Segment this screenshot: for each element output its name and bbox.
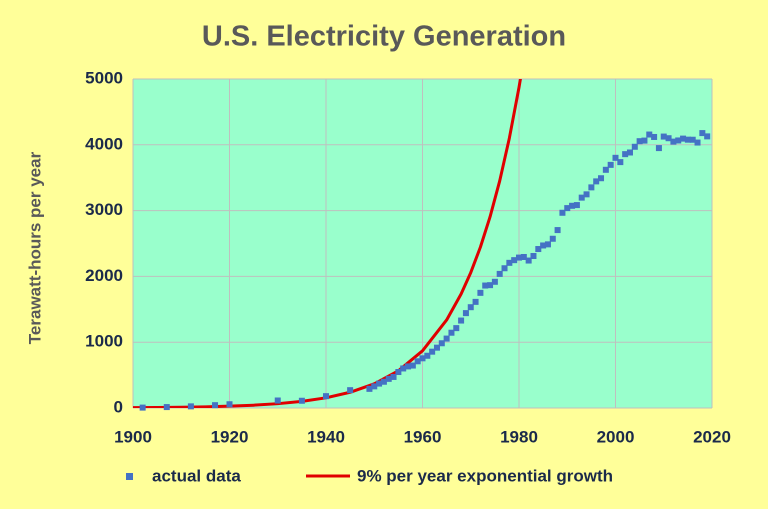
data-point xyxy=(544,241,551,248)
y-tick-label: 5000 xyxy=(85,68,123,87)
data-point xyxy=(699,130,706,137)
legend-marker xyxy=(126,473,133,480)
data-point xyxy=(453,325,460,332)
data-point xyxy=(298,397,305,404)
data-point xyxy=(540,242,547,249)
x-tick-label: 1960 xyxy=(404,427,442,446)
data-point xyxy=(482,282,489,289)
data-point xyxy=(443,335,450,342)
data-point xyxy=(573,202,580,209)
data-point xyxy=(651,133,658,140)
data-point xyxy=(646,131,653,138)
y-axis-label: Terawatt-hours per year xyxy=(25,151,44,344)
data-point xyxy=(380,378,387,385)
data-point xyxy=(520,253,527,260)
legend-label: 9% per year exponential growth xyxy=(357,466,613,485)
data-point xyxy=(226,401,233,408)
data-point xyxy=(347,387,354,394)
data-point xyxy=(477,289,484,296)
data-point xyxy=(525,257,532,264)
data-point xyxy=(516,254,522,261)
y-tick-label: 0 xyxy=(114,397,123,416)
data-point xyxy=(424,352,431,359)
data-point xyxy=(323,393,329,400)
data-point xyxy=(675,137,682,144)
y-tick-label: 4000 xyxy=(85,134,123,153)
data-point xyxy=(429,348,436,355)
data-point xyxy=(598,175,605,182)
data-point xyxy=(704,133,711,140)
data-point xyxy=(419,355,426,362)
data-point xyxy=(433,344,440,351)
data-point xyxy=(409,362,416,369)
data-point xyxy=(462,310,469,317)
data-point xyxy=(535,246,542,253)
data-point xyxy=(622,151,629,158)
x-tick-label: 1920 xyxy=(211,427,249,446)
x-tick-label: 1980 xyxy=(500,427,538,446)
legend-label: actual data xyxy=(152,466,241,485)
data-point xyxy=(458,317,465,324)
data-point xyxy=(607,161,614,168)
data-point xyxy=(472,298,479,305)
data-point xyxy=(631,143,638,150)
chart-title: U.S. Electricity Generation xyxy=(202,21,566,53)
data-point xyxy=(670,138,677,145)
data-point xyxy=(501,265,508,272)
data-point xyxy=(506,259,513,266)
data-point xyxy=(274,397,281,404)
data-point xyxy=(395,369,402,376)
data-point xyxy=(554,227,561,234)
data-point xyxy=(559,209,566,216)
data-point xyxy=(641,137,648,144)
data-point xyxy=(569,202,576,209)
data-point xyxy=(665,135,672,142)
data-point xyxy=(578,194,585,201)
data-point xyxy=(684,136,691,143)
data-point xyxy=(612,154,619,161)
data-point xyxy=(438,340,445,347)
data-point xyxy=(530,253,537,260)
data-point xyxy=(366,385,373,392)
data-point xyxy=(655,145,662,152)
y-tick-label: 2000 xyxy=(85,266,123,285)
data-point xyxy=(163,404,170,411)
data-point xyxy=(660,133,667,140)
data-point xyxy=(491,278,498,285)
data-point xyxy=(405,363,412,370)
data-point xyxy=(680,135,687,142)
data-point xyxy=(390,373,397,380)
data-point xyxy=(588,184,595,191)
data-point xyxy=(602,166,609,173)
data-point xyxy=(448,329,455,336)
data-point xyxy=(187,403,194,410)
data-point xyxy=(467,304,474,311)
data-point xyxy=(212,402,219,409)
data-point xyxy=(496,270,503,277)
data-point xyxy=(626,149,633,156)
data-point xyxy=(487,282,494,289)
y-tick-label: 1000 xyxy=(85,332,123,351)
y-tick-label: 3000 xyxy=(85,200,123,219)
data-point xyxy=(376,380,383,387)
data-point xyxy=(694,139,701,146)
x-tick-label: 1900 xyxy=(114,427,152,446)
data-point xyxy=(636,138,643,145)
data-point xyxy=(511,257,518,264)
x-tick-label: 2000 xyxy=(597,427,635,446)
data-point xyxy=(564,205,571,212)
data-point xyxy=(414,358,421,365)
data-point xyxy=(400,365,407,372)
x-tick-label: 2020 xyxy=(693,427,731,446)
data-point xyxy=(593,178,600,185)
data-point xyxy=(689,136,696,143)
data-point xyxy=(549,235,556,242)
x-tick-label: 1940 xyxy=(307,427,345,446)
data-point xyxy=(617,159,624,166)
data-point xyxy=(583,191,590,198)
data-point xyxy=(371,383,378,390)
data-point xyxy=(139,404,146,411)
data-point xyxy=(385,375,392,382)
